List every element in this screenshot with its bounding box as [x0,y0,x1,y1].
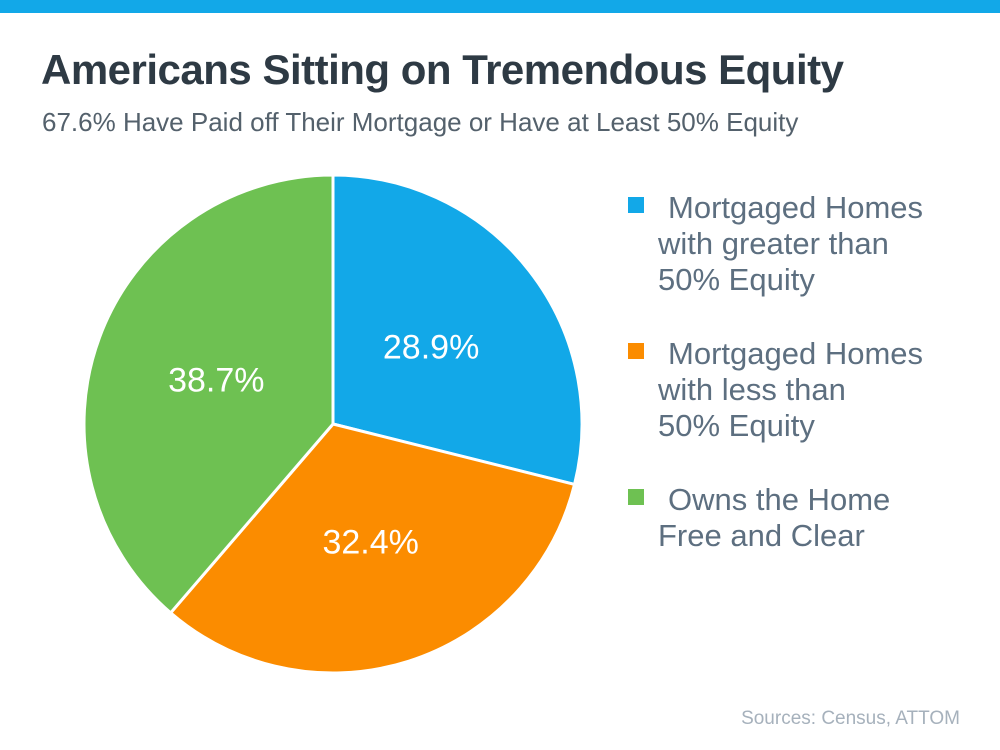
source-attribution: Sources: Census, ATTOM [741,708,960,729]
pie-chart: 28.9% 32.4% 38.7% [81,172,585,676]
page-title: Americans Sitting on Tremendous Equity [41,46,844,93]
pie-chart-svg: 28.9% 32.4% 38.7% [82,173,584,675]
legend-label-line: with less than [658,372,846,407]
legend-item-less-than-50: Mortgaged Homes with less than 50% Equit… [628,336,958,444]
pie-slice-label: 38.7% [168,362,264,400]
legend-swatch-green-icon [628,489,644,505]
pie-slice [169,422,577,675]
legend-swatch-orange-icon [628,343,644,359]
legend-label: Owns the Home Free and Clear [658,482,938,554]
legend-label-line: Mortgaged Homes [668,190,924,225]
legend-label-line: Owns the Home [668,482,891,517]
pie-slice-label: 32.4% [322,524,418,562]
legend-label-line: Mortgaged Homes [668,336,924,371]
legend-label: Mortgaged Homes with less than 50% Equit… [658,336,938,444]
legend-label-line: Free and Clear [658,518,865,553]
legend-item-greater-than-50: Mortgaged Homes with greater than 50% Eq… [628,190,958,298]
legend-label-line: 50% Equity [658,408,815,443]
pie-slice-label: 28.9% [383,328,479,366]
pie-slice [82,173,335,615]
chart-legend: Mortgaged Homes with greater than 50% Eq… [628,190,958,592]
legend-swatch-blue-icon [628,197,644,213]
top-accent-bar [0,0,1000,13]
legend-label-line: with greater than [658,226,889,261]
page-subtitle: 67.6% Have Paid off Their Mortgage or Ha… [42,107,799,137]
legend-item-free-and-clear: Owns the Home Free and Clear [628,482,958,554]
legend-label-line: 50% Equity [658,262,815,297]
pie-slice [331,173,584,486]
legend-label: Mortgaged Homes with greater than 50% Eq… [658,190,938,298]
